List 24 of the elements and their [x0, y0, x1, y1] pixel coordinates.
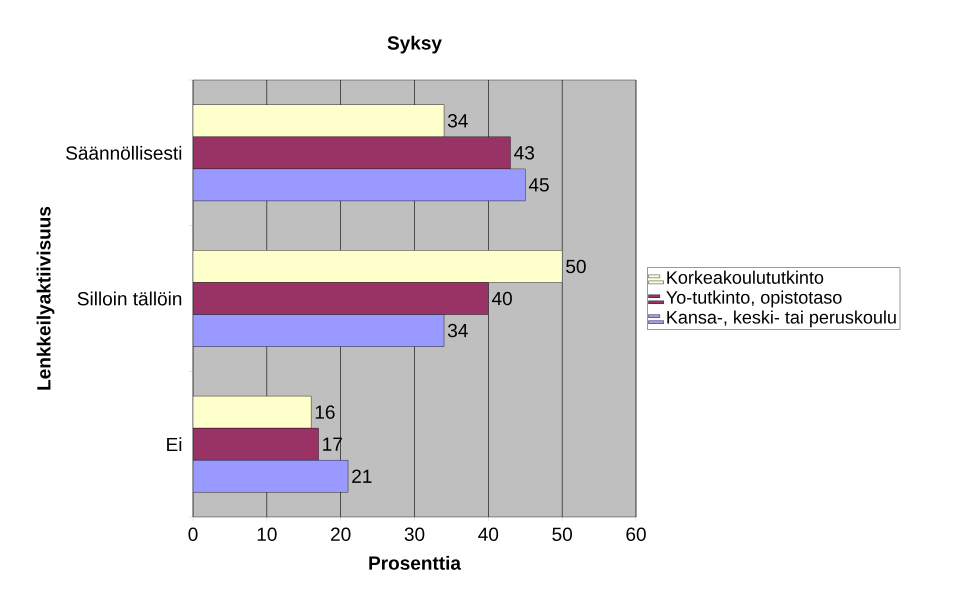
x-tick-label: 40	[478, 528, 498, 541]
data-label: 34	[448, 114, 468, 128]
x-tick-label: 50	[552, 528, 572, 541]
y-tick-label: Ei	[167, 437, 182, 452]
y-axis-title: Lenkkeilyaktiivisuus	[36, 206, 54, 390]
x-tick-label: 60	[626, 528, 646, 541]
x-tick-label: 20	[331, 528, 350, 541]
legend-label: Korkeakoulututkinto	[667, 270, 824, 284]
legend-label: Kansa-, keski- tai peruskoulu	[667, 310, 896, 328]
x-tick-label: 30	[404, 528, 424, 541]
data-label: 43	[514, 146, 534, 160]
chart-title: Syksy	[388, 36, 442, 54]
legend-label: Yo-tutkinto, opistotaso	[666, 290, 842, 308]
data-label: 50	[566, 260, 586, 274]
data-label: 45	[528, 178, 549, 192]
data-label: 16	[316, 405, 335, 419]
data-label: 40	[492, 292, 512, 306]
x-axis-title: Prosenttia	[369, 556, 462, 570]
x-tick-label: 10	[258, 528, 277, 541]
data-label: 21	[352, 470, 372, 483]
y-tick-label: Silloin tällöin	[78, 292, 182, 306]
x-tick-label: 0	[188, 528, 198, 541]
y-tick-label: Säännöllisesti	[66, 146, 182, 160]
data-label: 34	[448, 324, 468, 338]
